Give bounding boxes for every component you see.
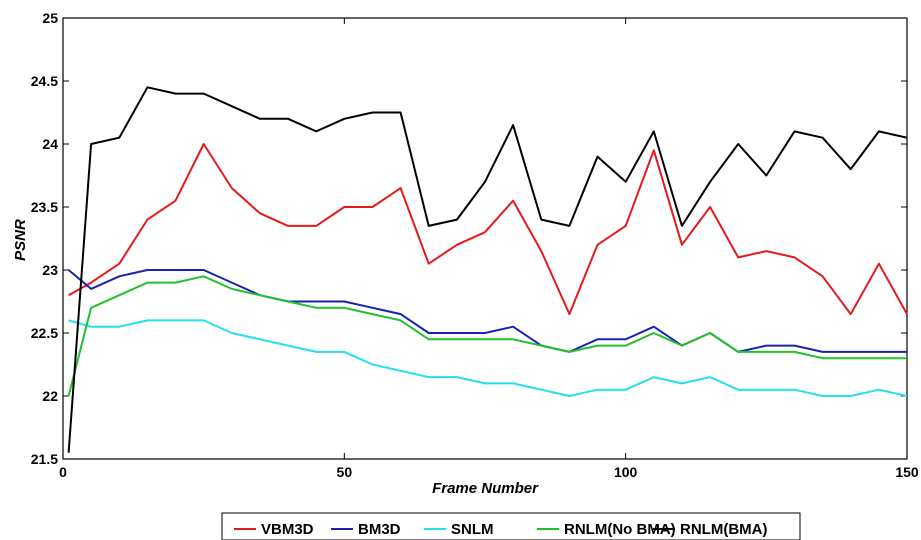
series-line-snlm — [68, 319, 908, 397]
x-axis-title: Frame Number — [432, 480, 539, 497]
x-axis: 0 50 100 150 — [59, 18, 919, 480]
y-tick-label: 25 — [42, 10, 58, 26]
legend-label: VBM3D — [261, 521, 314, 538]
legend: VBM3D BM3D SNLM RNLM(No BMA) RNLM(BMA) — [221, 512, 801, 540]
x-tick-label: 150 — [895, 464, 919, 480]
y-tick-label: 22 — [42, 388, 58, 404]
legend-label: RNLM(BMA) — [680, 521, 767, 538]
y-axis-title: PSNR — [12, 219, 29, 261]
legend-box — [221, 512, 801, 540]
y-tick-label: 24 — [42, 136, 58, 152]
plot-area — [62, 17, 908, 460]
y-tick-label: 23 — [42, 262, 58, 278]
x-tick-label: 50 — [337, 464, 353, 480]
series-lines — [67, 86, 908, 453]
series-line-rnlm-no-bma — [67, 275, 907, 397]
series-line-bm3d — [67, 269, 907, 353]
x-tick-label: 100 — [614, 464, 638, 480]
y-tick-label: 24.5 — [31, 73, 58, 89]
y-axis: 21.5 22 22.5 23 23.5 24 24.5 25 — [31, 10, 907, 467]
legend-label: SNLM — [451, 521, 494, 538]
series-line-rnlm-bma — [67, 86, 908, 453]
legend-label: BM3D — [358, 521, 401, 538]
y-tick-label: 23.5 — [31, 199, 58, 215]
y-tick-label: 22.5 — [31, 325, 58, 341]
legend-label: RNLM(No BMA) — [564, 521, 676, 538]
y-tick-label: 21.5 — [31, 451, 58, 467]
series-line-vbm3d — [68, 143, 908, 316]
x-tick-label: 0 — [59, 464, 67, 480]
